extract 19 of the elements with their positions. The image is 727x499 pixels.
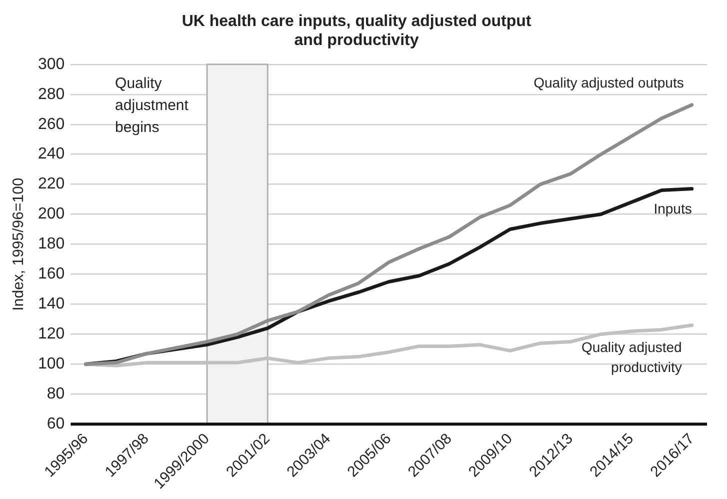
band-label: Quality adjustment begins: [115, 75, 190, 136]
y-tick-label: 160: [38, 266, 65, 283]
y-tick-label: 260: [38, 116, 65, 133]
y-tick-label: 220: [38, 176, 65, 193]
chart-title: UK health care inputs, quality adjusted output and productivity: [182, 13, 532, 50]
series-label: Quality adjusted outputs: [534, 74, 684, 91]
y-tick-label: 240: [38, 146, 65, 163]
y-tick-label: 140: [38, 296, 65, 313]
y-tick-label: 100: [38, 356, 65, 373]
series-label: Quality adjusted productivity: [581, 339, 682, 376]
series-label: Inputs: [654, 200, 692, 217]
y-tick-label: 280: [38, 86, 65, 103]
y-tick-label: 80: [46, 386, 65, 403]
y-tick-label: 120: [38, 326, 65, 343]
y-tick-label: 200: [38, 206, 65, 223]
y-tick-label: 180: [38, 236, 65, 253]
y-axis-title: Index, 1995/96=100: [10, 178, 28, 311]
y-tick-label: 300: [38, 56, 65, 73]
y-tick-label: 60: [46, 416, 65, 433]
